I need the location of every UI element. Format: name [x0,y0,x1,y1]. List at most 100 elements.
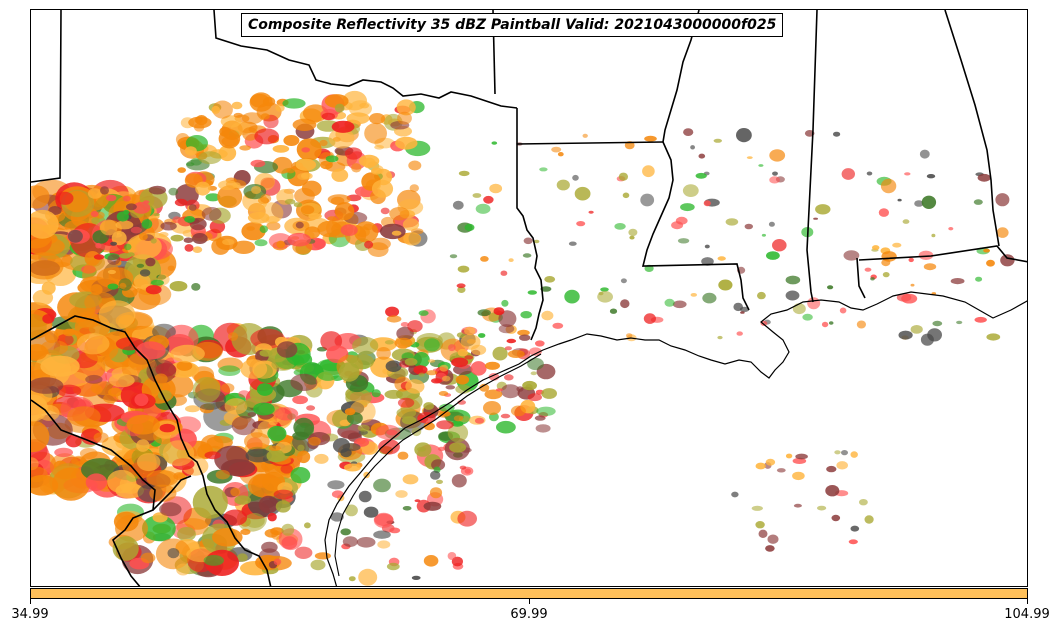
echo-blob [986,333,1001,341]
echo-blob [919,149,930,159]
echo-blob [242,127,258,141]
echo-blob [396,407,417,419]
echo-blob [342,443,361,452]
echo-blob [54,447,73,458]
echo-blob [464,355,474,360]
echo-blob [268,420,278,426]
echo-blob [551,146,562,153]
echo-blob [93,432,109,443]
echo-blob [402,218,420,231]
echo-blob [377,540,391,549]
echo-blob [148,185,166,195]
echo-blob [308,213,322,220]
echo-blob [498,310,517,328]
echo-blob [170,234,184,242]
echo-blob [118,253,132,259]
echo-blob [403,232,422,246]
echo-blob [330,512,344,522]
echo-blob [620,299,630,309]
echo-blob [293,202,303,208]
echo-blob [744,223,753,230]
echo-blob [438,391,449,396]
echo-blob [848,539,858,545]
echo-blob [224,398,248,415]
echo-blob [792,303,806,315]
echo-blob [453,415,464,422]
echo-blob [914,200,924,207]
echo-blob [813,217,818,220]
echo-blob [358,490,372,503]
echo-blob [878,208,890,217]
echo-blob [690,293,697,297]
echo-blob [423,422,435,431]
echo-blob [717,335,723,340]
echo-blob [308,436,321,446]
echo-blob [718,279,733,291]
echo-blob [192,377,221,403]
echo-blob [244,513,265,528]
echo-blob [740,311,745,314]
echo-blob [301,147,311,153]
echo-blob [136,439,150,452]
echo-blob [767,534,779,544]
echo-blob [413,365,428,375]
echo-blob [265,216,280,223]
echo-blob [195,181,211,196]
echo-blob [300,205,315,215]
echo-blob [411,575,421,581]
echo-blob [772,171,778,176]
echo-blob [395,136,418,150]
echo-blob [517,329,530,336]
echo-blob [321,112,336,121]
echo-blob [350,354,374,370]
echo-blob [237,553,248,562]
echo-blob [348,576,356,582]
colorbar-tick-left [30,599,31,604]
rio-grande-border [31,315,272,586]
echo-blob [241,112,263,125]
echo-blob [142,515,176,542]
echo-blob [62,328,76,337]
echo-blob [249,92,273,112]
echo-blob [211,105,220,114]
echo-blob [85,374,103,384]
echo-blob [105,194,117,202]
echo-blob [459,465,467,470]
echo-blob [973,199,983,205]
echo-blob [793,503,802,508]
echo-blob [107,283,119,290]
echo-blob [407,320,423,333]
echo-blob [828,321,834,325]
echo-blob [974,316,987,323]
echo-blob [183,237,194,243]
echo-blob [544,276,556,283]
echo-blob [910,283,915,287]
echo-blob [414,442,432,457]
colorbar-tick-label-min: 34.99 [11,607,49,622]
echo-blob [643,313,657,324]
echo-blob [185,405,200,413]
echo-blob [232,240,256,254]
echo-blob [354,221,379,243]
echo-blob [950,278,965,285]
echo-blob [159,502,182,517]
echo-blob [95,242,102,249]
echo-blob [241,222,266,241]
echo-blob [140,552,156,564]
echo-blob [228,332,238,341]
echo-blob [897,198,902,202]
echo-blob [344,504,358,517]
echo-blob [455,375,470,385]
state-border-ms-al [806,10,818,303]
echo-blob [31,252,64,280]
echo-blob [275,500,291,513]
reflectivity-echoes [31,90,1015,586]
echo-blob [240,359,268,379]
echo-blob [527,357,544,371]
echo-blob [295,221,304,229]
gulf-coastline [324,291,1027,586]
echo-blob [344,463,361,472]
map-title: Composite Reflectivity 35 dBZ Paintball … [241,13,784,37]
echo-blob [460,334,481,350]
echo-blob [378,439,400,455]
